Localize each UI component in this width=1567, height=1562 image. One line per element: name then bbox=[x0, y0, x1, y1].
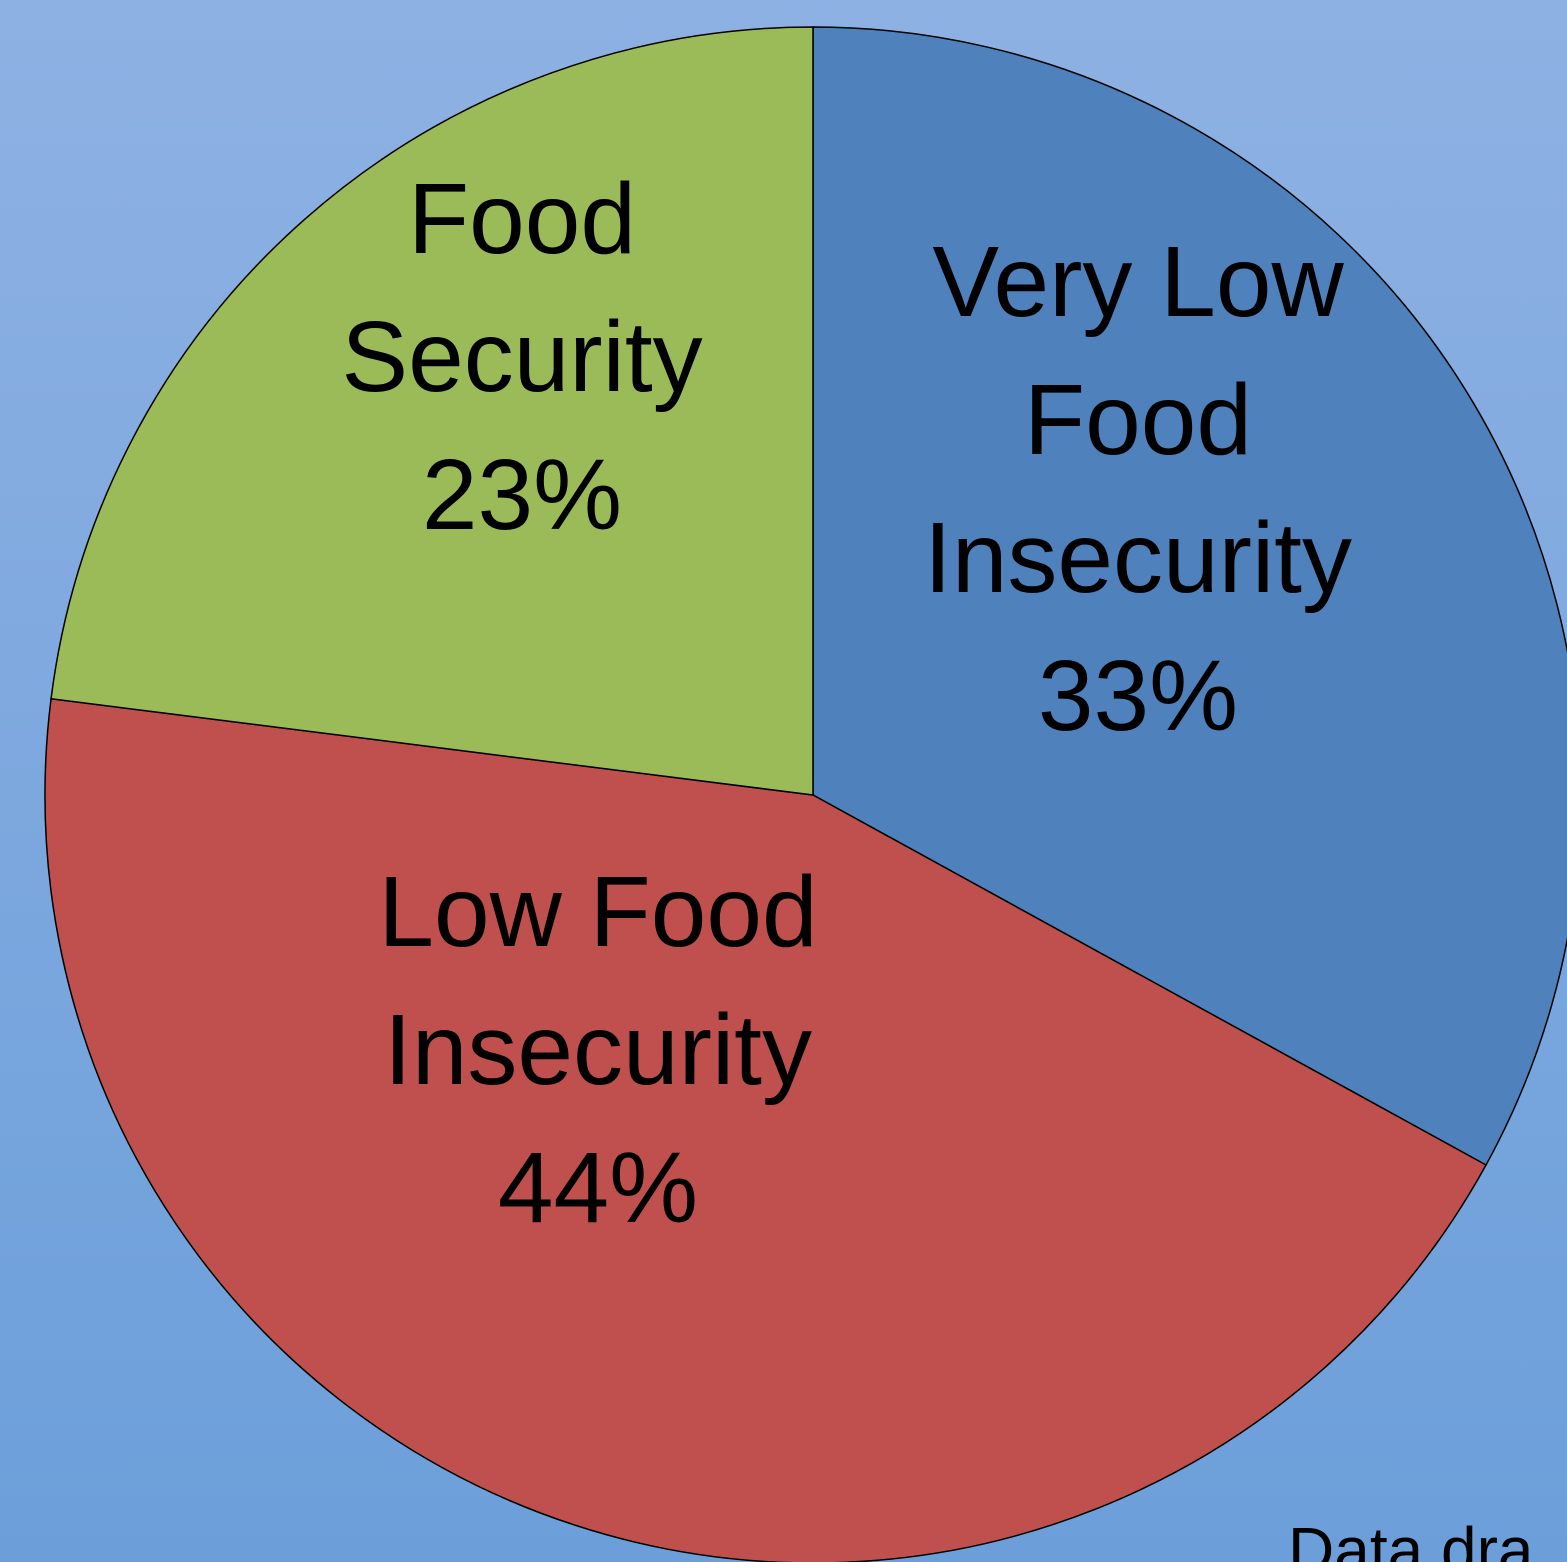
slice-label-line: 23% bbox=[422, 439, 622, 551]
slice-label-line: Very Low bbox=[932, 226, 1344, 338]
slice-label-line: 33% bbox=[1038, 640, 1238, 752]
pie-slice-low-food-insecurity bbox=[44, 697, 1488, 1562]
pie-slice-food-security bbox=[50, 26, 814, 796]
slice-label-line: Insecurity bbox=[924, 502, 1352, 614]
slice-label-line: 44% bbox=[498, 1132, 698, 1244]
pie-slice-very-low-food-insecurity bbox=[812, 26, 1567, 1167]
slice-label-line: Insecurity bbox=[384, 994, 812, 1106]
pie-labels: Very Low Food Insecurity 33% Low Food Insecur… bbox=[341, 163, 1352, 1244]
footnote-text: Data dra bbox=[1288, 1514, 1534, 1562]
slice-label-low-food-insecurity: Low Food Insecurity 44% bbox=[378, 856, 817, 1244]
slice-label-very-low-food-insecurity: Very Low Food Insecurity 33% bbox=[924, 226, 1352, 752]
slice-label-line: Security bbox=[341, 301, 702, 413]
pie-slices bbox=[44, 26, 1567, 1562]
slice-label-line: Food bbox=[1024, 364, 1252, 476]
slice-label-line: Food bbox=[408, 163, 636, 275]
slice-label-line: Low Food bbox=[378, 856, 817, 968]
slice-label-food-security: Food Security 23% bbox=[341, 163, 702, 551]
